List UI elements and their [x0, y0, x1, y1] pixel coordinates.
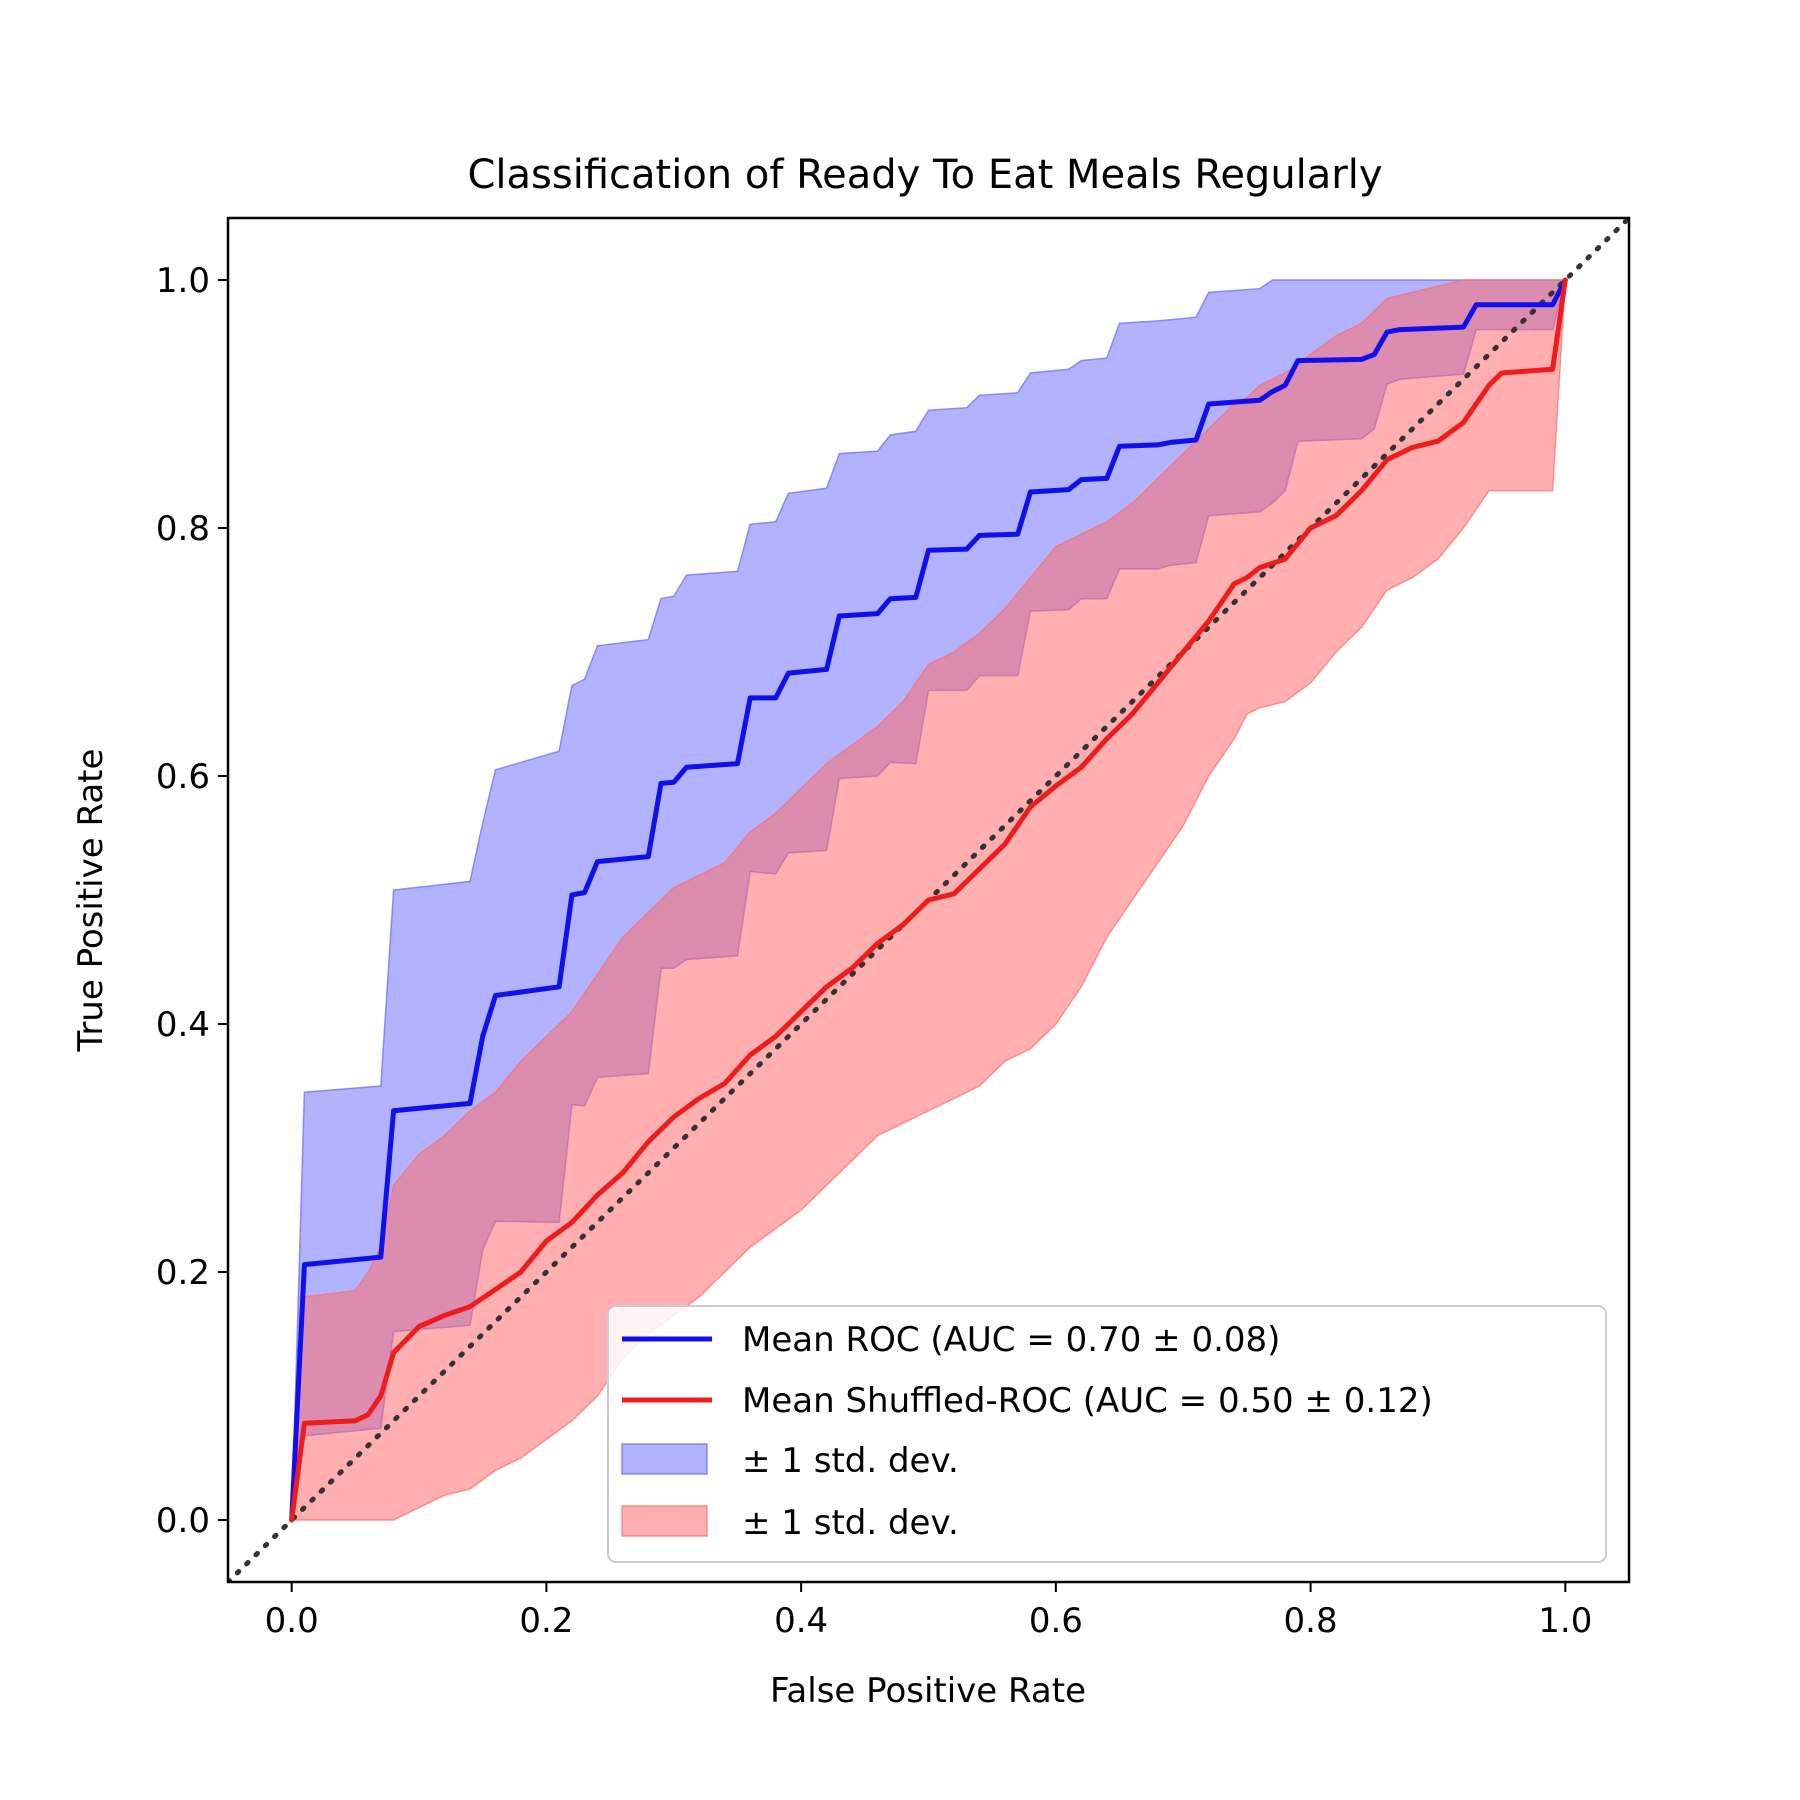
chart-title: Classification of Ready To Eat Meals Reg…	[467, 152, 1382, 198]
legend-shuffled-band-swatch	[621, 1505, 708, 1537]
plot-area	[228, 218, 1629, 1582]
y-axis-label: True Positive Rate	[71, 749, 111, 1053]
mean-shuffled-roc-line	[289, 277, 1568, 1523]
x-tick-label: 0.4	[774, 1601, 828, 1641]
x-tick-label: 0.0	[265, 1601, 319, 1641]
y-axis: 0.0 0.2 0.4 0.6 0.8 1.0	[156, 261, 228, 1541]
legend-roc-label: Mean ROC (AUC = 0.70 ± 0.08)	[742, 1320, 1280, 1360]
y-tick-label: 0.6	[156, 757, 210, 797]
x-tick-label: 1.0	[1538, 1601, 1592, 1641]
y-tick-label: 0.4	[156, 1005, 210, 1045]
x-tick-label: 0.8	[1284, 1601, 1338, 1641]
y-tick-label: 0.0	[156, 1501, 210, 1541]
y-tick-label: 0.8	[156, 509, 210, 549]
legend-roc-band-swatch	[621, 1443, 708, 1475]
x-tick-label: 0.2	[519, 1601, 573, 1641]
mean-roc-line	[289, 277, 1568, 1523]
legend-roc-band-label: ± 1 std. dev.	[742, 1441, 959, 1481]
x-tick-label: 0.6	[1029, 1601, 1083, 1641]
legend-shuffled-band-label: ± 1 std. dev.	[742, 1503, 959, 1543]
legend-box	[607, 1305, 1607, 1563]
legend-shuffled-label: Mean Shuffled-ROC (AUC = 0.50 ± 0.12)	[742, 1381, 1433, 1421]
legend: Mean ROC (AUC = 0.70 ± 0.08) Mean Shuffl…	[607, 1305, 1607, 1563]
x-axis: 0.0 0.2 0.4 0.6 0.8 1.0	[265, 1582, 1592, 1641]
plot-frame	[226, 216, 1631, 1584]
y-tick-label: 0.2	[156, 1253, 210, 1293]
y-tick-label: 1.0	[156, 261, 210, 301]
x-axis-label: False Positive Rate	[770, 1671, 1086, 1711]
